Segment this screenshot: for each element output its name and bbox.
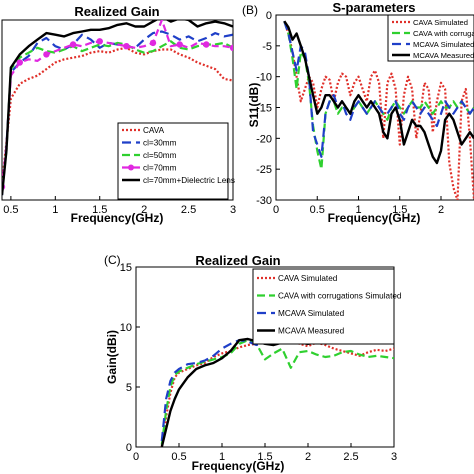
panel-c-title: Realized Gain xyxy=(195,253,280,268)
panel-b-ylabel: S11(dB) xyxy=(247,83,261,128)
series-marker xyxy=(176,41,183,48)
y-tick-label: -10 xyxy=(256,72,272,84)
panel-c-label: (C) xyxy=(104,253,121,267)
panel-c-x-ticks: 0 0.5 1 1.5 2 2.5 3 xyxy=(133,443,397,463)
x-tick-label: 2 xyxy=(438,204,444,216)
x-tick-label: 2.5 xyxy=(181,204,196,216)
legend-label: cl=70mm+Dielectric Lens xyxy=(143,176,235,185)
series-marker xyxy=(149,39,157,47)
y-tick-label: -5 xyxy=(262,41,272,53)
legend-box xyxy=(117,122,229,200)
legend-label: CAVA Simulated xyxy=(278,274,338,283)
panel-c-ylabel: Gain(dBi) xyxy=(105,330,119,384)
x-tick-label: 2 xyxy=(305,451,311,463)
series-line-4 xyxy=(2,20,233,188)
legend-label: MCAVA Simulated xyxy=(413,40,474,49)
panel-c-y-ticks: 0 5 10 15 xyxy=(120,262,140,454)
x-tick-label: 3 xyxy=(230,204,236,216)
panel-b-xlabel: Frequency(GHz) xyxy=(328,211,421,225)
x-tick-label: 0 xyxy=(133,451,139,463)
series-line-5 xyxy=(2,20,233,196)
panel-b-legend: CAVA Simulated CAVA with corrugations Sim… xyxy=(387,14,474,62)
legend-label: cl=50mm xyxy=(143,151,177,160)
x-tick-label: 1 xyxy=(52,204,58,216)
panel-a-realized-gain: Realized Gain 0.5 1 1.5 2 2.5 3 Frequency(GHz… xyxy=(1,4,236,225)
plot-frame xyxy=(1,19,234,201)
legend-label: cl=30mm xyxy=(143,139,177,148)
series-line-3 xyxy=(2,40,233,192)
legend-box xyxy=(252,268,395,345)
y-tick-label: -30 xyxy=(256,195,272,207)
panel-a-x-ticks: 0.5 1 1.5 2 2.5 3 xyxy=(3,196,236,216)
y-tick-label: 15 xyxy=(120,262,132,274)
y-tick-label: -15 xyxy=(256,103,272,115)
x-tick-label: 1 xyxy=(219,451,225,463)
panel-b-label: (B) xyxy=(242,3,258,17)
series-line-2 xyxy=(160,339,394,445)
x-tick-label: 0.5 xyxy=(310,204,325,216)
series-marker xyxy=(16,59,23,66)
x-tick-label: 1.5 xyxy=(257,451,272,463)
y-tick-label: 5 xyxy=(126,382,132,394)
legend-label: MCAVA Measured xyxy=(413,51,474,60)
y-tick-label: 0 xyxy=(266,10,272,22)
x-tick-label: 0.5 xyxy=(171,451,186,463)
legend-label: CAVA with corrugations Simulated xyxy=(413,29,474,38)
panel-a-legend: CAVA cl=30mm cl=50mm cl=70mm cl=70mm+Dielect… xyxy=(117,122,235,200)
panel-c-legend: CAVA Simulated CAVA with corrugations Sim… xyxy=(252,268,402,345)
x-tick-label: 1 xyxy=(355,204,361,216)
panel-b-s-parameters: (B) S-parameters 0 0.5 1 1.5 2 0 -5 -10 -15 -20 -… xyxy=(242,0,474,225)
x-tick-label: 1.5 xyxy=(392,204,407,216)
y-tick-label: -25 xyxy=(256,164,272,176)
legend-label: CAVA with corrugations Simulated xyxy=(278,292,402,301)
y-tick-label: 0 xyxy=(126,442,132,454)
legend-label: MCAVA Simulated xyxy=(278,309,345,318)
legend-box xyxy=(387,14,474,62)
panel-c-xlabel: Frequency(GHz) xyxy=(192,459,285,473)
series-line-4 xyxy=(283,20,474,165)
series-line-1 xyxy=(2,46,233,184)
panel-a-plot-area xyxy=(1,19,234,201)
x-tick-label: 1.5 xyxy=(92,204,107,216)
series-line-3 xyxy=(283,20,474,158)
x-tick-label: 3 xyxy=(391,451,397,463)
series-marker xyxy=(203,41,210,48)
x-tick-label: 2 xyxy=(141,204,147,216)
panel-b-title: S-parameters xyxy=(332,0,415,15)
panel-b-x-ticks: 0 0.5 1 1.5 2 xyxy=(273,196,444,216)
series-marker xyxy=(229,44,233,51)
panel-c-realized-gain: (C) Realized Gain 0 0.5 1 1.5 2 2.5 3 0 5 10 15 F… xyxy=(104,253,402,473)
y-tick-label: 10 xyxy=(120,322,132,334)
x-tick-label: 2.5 xyxy=(343,451,358,463)
panel-a-title: Realized Gain xyxy=(74,4,159,19)
panel-b-y-ticks: 0 -5 -10 -15 -20 -25 -30 xyxy=(256,10,280,207)
series-marker xyxy=(96,38,103,45)
series-marker xyxy=(43,51,50,58)
y-tick-label: -20 xyxy=(256,133,272,145)
panel-a-xlabel: Frequency(GHz) xyxy=(71,211,164,225)
series-marker xyxy=(123,43,130,50)
legend-label: cl=70mm xyxy=(143,164,177,173)
legend-label: CAVA Simulated xyxy=(413,18,468,27)
legend-label: CAVA xyxy=(143,126,165,135)
x-tick-label: 0.5 xyxy=(3,204,18,216)
series-line-1 xyxy=(283,20,474,200)
x-tick-label: 0 xyxy=(273,204,279,216)
series-marker xyxy=(69,41,77,48)
legend-label: MCAVA Measured xyxy=(278,327,345,336)
legend-marker xyxy=(128,164,134,171)
